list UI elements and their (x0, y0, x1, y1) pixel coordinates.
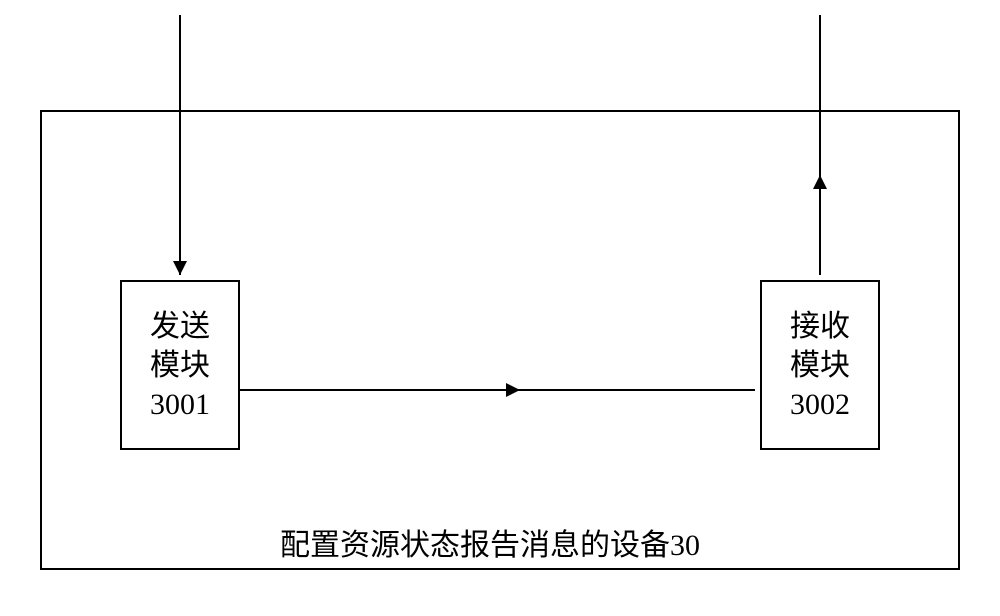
diagram-canvas: 发送 模块 3001 接收 模块 3002 配置资源状态报告消息的设备30 (0, 0, 1000, 616)
receive-module-line2: 模块 (790, 346, 850, 385)
send-module-line2: 模块 (150, 346, 210, 385)
device-caption: 配置资源状态报告消息的设备30 (280, 520, 700, 564)
receive-module-line3: 3002 (790, 385, 850, 424)
receive-module-line1: 接收 (790, 307, 850, 346)
send-module-line3: 3001 (150, 385, 210, 424)
send-module-line1: 发送 (150, 307, 210, 346)
receive-module-box: 接收 模块 3002 (760, 280, 880, 450)
send-module-box: 发送 模块 3001 (120, 280, 240, 450)
